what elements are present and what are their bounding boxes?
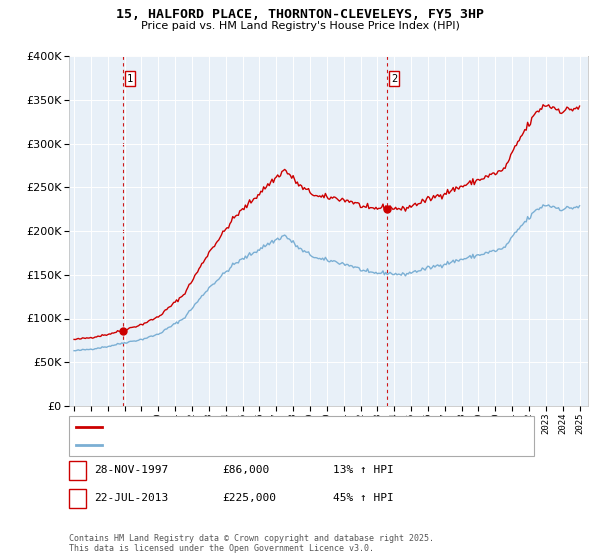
Text: Contains HM Land Registry data © Crown copyright and database right 2025.
This d: Contains HM Land Registry data © Crown c… xyxy=(69,534,434,553)
Text: 45% ↑ HPI: 45% ↑ HPI xyxy=(333,493,394,503)
Text: Price paid vs. HM Land Registry's House Price Index (HPI): Price paid vs. HM Land Registry's House … xyxy=(140,21,460,31)
Text: 28-NOV-1997: 28-NOV-1997 xyxy=(94,465,169,475)
Text: 15, HALFORD PLACE, THORNTON-CLEVELEYS, FY5 3HP: 15, HALFORD PLACE, THORNTON-CLEVELEYS, F… xyxy=(116,8,484,21)
Text: 13% ↑ HPI: 13% ↑ HPI xyxy=(333,465,394,475)
Text: HPI: Average price, detached house, Blackpool: HPI: Average price, detached house, Blac… xyxy=(107,440,371,450)
Text: £86,000: £86,000 xyxy=(222,465,269,475)
Text: 15, HALFORD PLACE, THORNTON-CLEVELEYS, FY5 3HP (detached house): 15, HALFORD PLACE, THORNTON-CLEVELEYS, F… xyxy=(107,422,477,432)
Text: 1: 1 xyxy=(74,465,81,475)
Text: 1: 1 xyxy=(127,73,133,83)
Text: 2: 2 xyxy=(74,493,81,503)
Text: 22-JUL-2013: 22-JUL-2013 xyxy=(94,493,169,503)
Text: 2: 2 xyxy=(391,73,397,83)
Text: £225,000: £225,000 xyxy=(222,493,276,503)
